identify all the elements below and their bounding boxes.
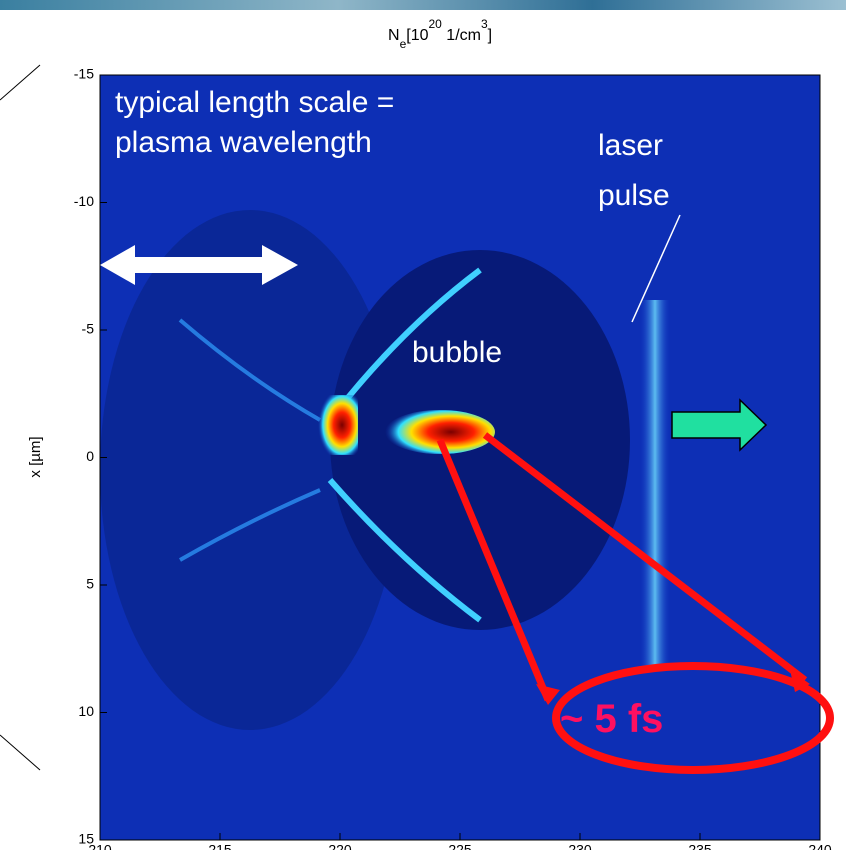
- x-tick-label: 235: [688, 841, 712, 850]
- sheath-lower: [327, 478, 482, 623]
- annotation: bubble: [412, 336, 502, 369]
- pointer: [631, 214, 681, 323]
- title-part: ]: [488, 27, 492, 44]
- x-tick-label: 225: [448, 841, 472, 850]
- annotation: pulse: [598, 179, 670, 212]
- y-tick-label: 5: [86, 576, 94, 592]
- decor-line: [0, 734, 41, 771]
- y-tick-label: -10: [74, 193, 94, 209]
- x-tick-label: 230: [568, 841, 592, 850]
- density-image: [100, 75, 820, 840]
- wake-region: [100, 210, 400, 730]
- direction-arrow: [671, 398, 768, 452]
- annotation: laser: [598, 129, 663, 162]
- y-tick-label: -5: [82, 321, 95, 337]
- laser-pulse: [640, 300, 670, 670]
- header-strip: [0, 0, 846, 10]
- title-part: 20: [429, 17, 443, 31]
- electron-bunch: [385, 410, 495, 454]
- zoom-line: [436, 438, 552, 702]
- y-tick-label: 15: [78, 831, 94, 847]
- title-part: [10: [406, 27, 428, 44]
- colorbar-title: Ne[1020 1/cm3]: [388, 17, 492, 51]
- decor-line: [0, 64, 41, 101]
- x-tick-label: 220: [328, 841, 352, 850]
- wake-filament: [179, 488, 321, 562]
- y-tick-label: -15: [74, 66, 94, 82]
- x-tick-label: 240: [808, 841, 832, 850]
- y-tick-label: 10: [78, 703, 94, 719]
- annotation: typical length scale =: [115, 86, 394, 119]
- y-tick-label: 0: [86, 448, 94, 464]
- annotation: ~ 5 fs: [560, 697, 663, 741]
- double-arrow: [100, 245, 298, 285]
- title-part: N: [388, 27, 400, 44]
- annotation: plasma wavelength: [115, 126, 372, 159]
- zoom-line: [482, 432, 808, 683]
- highlight-ellipse: [552, 662, 834, 774]
- title-part: 1/cm: [442, 27, 481, 44]
- x-tick-label: 215: [208, 841, 232, 850]
- wake-filament: [178, 318, 321, 422]
- title-part: e: [400, 37, 407, 51]
- bright-spot: [318, 395, 358, 455]
- y-axis-label: x [µm]: [27, 436, 44, 477]
- title-part: 3: [481, 17, 488, 31]
